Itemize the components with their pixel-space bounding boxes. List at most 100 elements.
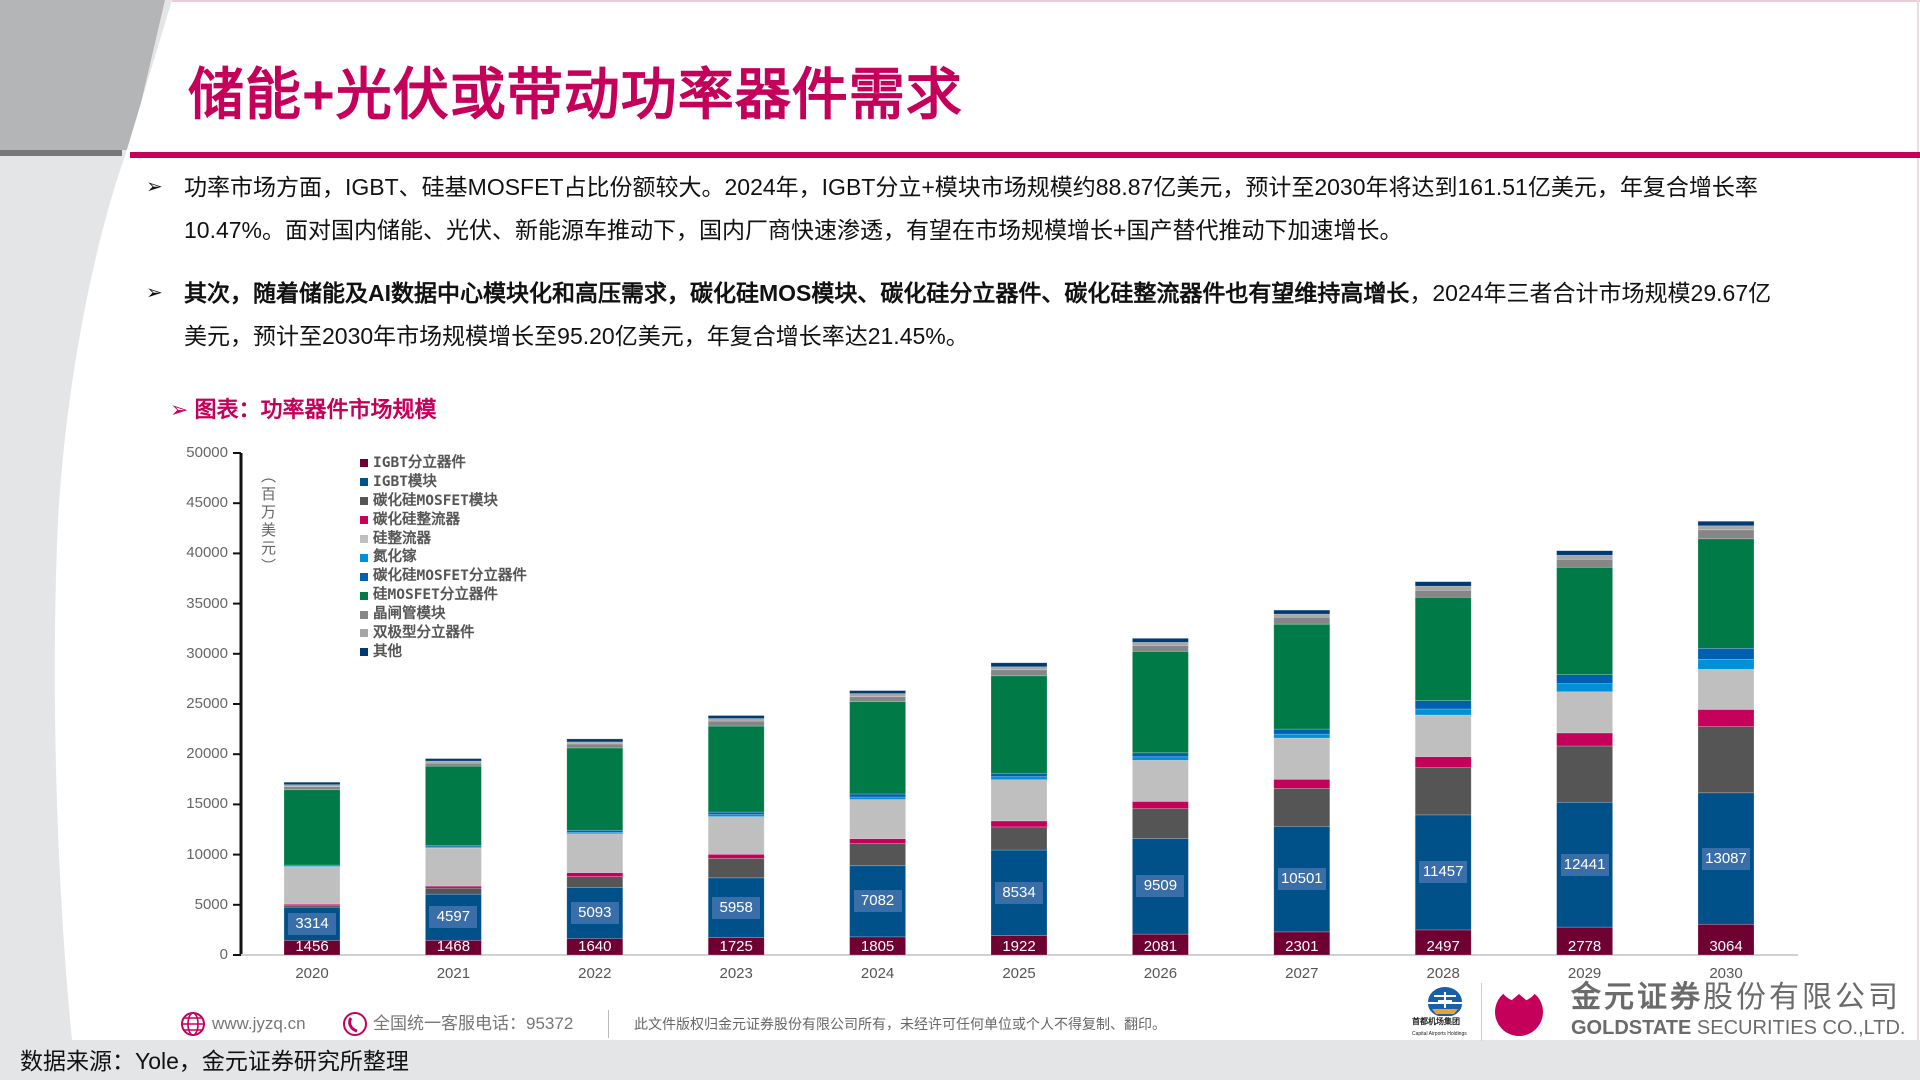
data-label-igbt-discrete: 1640 [578, 938, 612, 955]
bar-segment-2027-3 [1273, 778, 1331, 789]
legend-item: 双极型分立器件 [360, 624, 527, 643]
bar-segment-2020-9 [283, 784, 341, 788]
bar-segment-2023-3 [707, 853, 765, 859]
bullet-2-bold: 其次，随着储能及AI数据中心模块化和高压需求，碳化硅MOS模块、碳化硅分立器件、… [184, 280, 1410, 306]
bar-segment-2025-10 [990, 662, 1048, 668]
data-label-igbt-discrete: 1468 [436, 938, 471, 955]
bar-segment-2022-3 [566, 872, 624, 877]
x-tick-label: 2020 [295, 965, 329, 982]
bar-segment-2023-6 [707, 811, 765, 815]
bar-segment-2026-10 [1132, 638, 1189, 643]
bar-segment-2024-6 [849, 793, 906, 798]
phone-icon [343, 1012, 367, 1036]
bar-segment-2027-7 [1273, 623, 1331, 730]
legend-swatch [360, 610, 368, 619]
legend-item: 硅MOSFET分立器件 [360, 586, 527, 605]
globe-icon [181, 1012, 205, 1036]
bar-segment-2024-10 [849, 690, 906, 694]
data-label-igbt-module: 11457 [1419, 861, 1468, 884]
header-grey-underline [0, 150, 122, 156]
bar-segment-2029-10 [1556, 550, 1613, 556]
bar-segment-2030-9 [1697, 525, 1755, 531]
goldstate-logo [1495, 984, 1543, 1036]
legend-label: 碳化硅整流器 [373, 511, 460, 528]
data-source-note: 数据来源：Yole，金元证券研究所整理 [20, 1048, 409, 1074]
bar-segment-2030-10 [1697, 520, 1755, 527]
website-link[interactable]: www.jyzq.cn [212, 1014, 306, 1033]
bar-segment-2022-9 [566, 741, 624, 745]
legend-label: 双极型分立器件 [373, 625, 475, 642]
bar-segment-2030-7 [1697, 538, 1755, 649]
bar-segment-2030-8 [1697, 529, 1755, 540]
data-label-igbt-module: 3314 [288, 912, 336, 935]
bar-segment-2020-10 [283, 781, 341, 786]
y-tick-label: 30000 [186, 644, 228, 662]
bar-segment-2029-3 [1556, 732, 1613, 747]
y-tick-label: 10000 [186, 845, 228, 863]
data-label-igbt-module: 4597 [429, 906, 478, 929]
bar-segment-2026-7 [1132, 651, 1189, 754]
bar-segment-2025-3 [990, 820, 1048, 828]
bar-segment-2029-9 [1556, 554, 1613, 560]
y-tick-label: 45000 [186, 494, 228, 512]
bar-segment-2028-0 [1414, 929, 1472, 956]
bar-segment-2029-2 [1556, 745, 1613, 803]
bar-segment-2021-3 [425, 885, 482, 889]
bar-segment-2027-9 [1273, 613, 1331, 618]
legend-label: 晶闸管模块 [373, 606, 446, 623]
bar-segment-2020-2 [283, 904, 341, 908]
data-label-igbt-discrete: 2081 [1143, 938, 1178, 955]
bar-segment-2025-7 [990, 675, 1048, 774]
bar-segment-2026-5 [1132, 756, 1189, 761]
data-label-igbt-module: 12441 [1560, 853, 1609, 876]
bar-segment-2023-4 [707, 816, 765, 855]
data-label-igbt-discrete: 2497 [1426, 938, 1460, 955]
bar-segment-2022-4 [566, 833, 624, 873]
legend-label: 硅MOSFET分立器件 [373, 587, 498, 604]
bar-segment-2024-2 [849, 843, 906, 867]
y-tick-label: 35000 [186, 594, 228, 612]
bar-segment-2028-3 [1414, 756, 1472, 769]
data-label-igbt-discrete: 3064 [1709, 938, 1743, 955]
legend-label: 硅整流器 [373, 530, 431, 547]
bar-segment-2028-10 [1414, 581, 1472, 587]
y-tick-label: 50000 [186, 444, 228, 461]
bar-segment-2026-9 [1132, 642, 1189, 646]
legend-swatch [360, 553, 368, 562]
bar-segment-2026-2 [1132, 808, 1189, 839]
legend-swatch [360, 516, 368, 525]
bar-segment-2021-2 [425, 887, 482, 895]
bar-segment-2023-0 [707, 937, 765, 956]
x-tick-label: 2024 [860, 965, 895, 982]
bar-segment-2030-4 [1697, 669, 1755, 710]
title-underline [130, 152, 1920, 158]
bar-segment-2020-6 [283, 864, 341, 867]
bar-segment-2020-7 [283, 789, 341, 866]
bar-segment-2027-5 [1273, 733, 1331, 739]
bar-segment-2025-4 [990, 779, 1048, 822]
partner-name-en: Capital Airports Holdings [1412, 1031, 1467, 1037]
legend-label: 其他 [373, 643, 402, 660]
y-tick-label: 40000 [186, 544, 228, 562]
y-axis-label: （百万美元） [259, 468, 276, 576]
bar-segment-2030-0 [1697, 923, 1755, 956]
bar-segment-2022-7 [566, 747, 624, 831]
x-tick-label: 2027 [1285, 965, 1319, 982]
bar-segment-2023-8 [707, 720, 765, 727]
bar-segment-2029-4 [1556, 691, 1613, 734]
x-tick-label: 2028 [1426, 965, 1460, 982]
legend-item: 碳化硅MOSFET模块 [360, 492, 527, 511]
page-title: 储能+光伏或带动功率器件需求 [188, 63, 963, 126]
data-label-igbt-module: 7082 [853, 890, 902, 913]
bar-segment-2029-0 [1556, 926, 1613, 956]
legend-swatch [360, 478, 368, 487]
legend-label: 氮化镓 [373, 549, 417, 566]
bar-segment-2027-2 [1273, 788, 1331, 827]
data-label-igbt-discrete: 2778 [1567, 938, 1602, 955]
legend-label: IGBT模块 [373, 473, 437, 490]
x-tick-label: 2023 [719, 965, 753, 982]
company-name-cn: 金元证券股份有限公司 [1571, 981, 1901, 1014]
company-name-en: GOLDSTATE SECURITIES CO.,LTD. [1571, 1017, 1906, 1039]
bar-segment-2022-6 [566, 829, 624, 833]
